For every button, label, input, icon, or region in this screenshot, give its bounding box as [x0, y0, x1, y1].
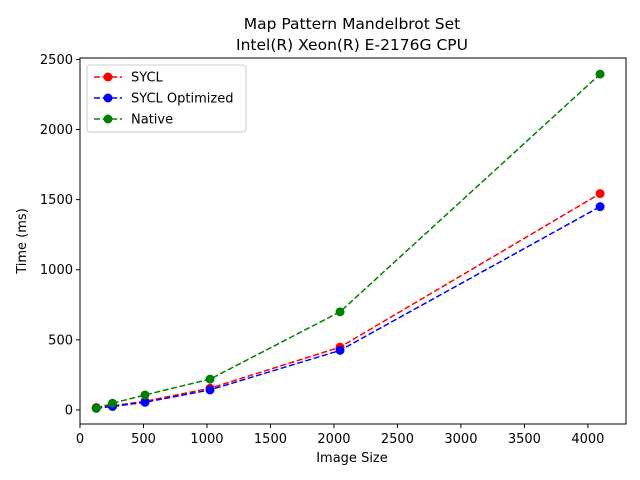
legend: SYCL SYCL Optimized Native [86, 64, 247, 133]
legend-item-sycl-optimized: SYCL Optimized [94, 92, 233, 107]
legend-marker-sycl [103, 72, 113, 82]
y-tick-label-2: 1000 [40, 263, 73, 278]
x-tick-label-0: 0 [76, 432, 84, 447]
legend-label-sycl-optimized: SYCL Optimized [131, 92, 233, 107]
series-line-sycl [96, 192, 601, 409]
plot-area [91, 69, 605, 413]
point-native-3 [205, 374, 215, 384]
point-sycl-5 [595, 189, 605, 199]
legend-box [86, 64, 247, 133]
x-tick-label-8: 4000 [571, 432, 604, 447]
series-line-sycl-optimized [96, 205, 601, 410]
legend-item-sycl: SYCL [94, 71, 164, 86]
plot-frame [79, 57, 627, 425]
chart-title: Map Pattern Mandelbrot Set [244, 15, 461, 33]
series-sycl-optimized [91, 202, 605, 413]
x-tick-label-1: 500 [131, 432, 156, 447]
point-native-2 [140, 390, 150, 400]
point-native-1 [108, 398, 118, 408]
point-native-0 [91, 403, 101, 413]
x-tick-label-5: 2500 [381, 432, 414, 447]
x-tick-label-7: 3500 [508, 432, 541, 447]
point-sycl-optimized-3 [205, 385, 215, 395]
y-axis: 0 500 1000 1500 2000 2500 [40, 53, 80, 418]
y-axis-label: Time (ms) [15, 208, 30, 275]
point-sycl-optimized-5 [595, 202, 605, 212]
legend-marker-native [103, 114, 113, 124]
chart-subtitle: Intel(R) Xeon(R) E-2176G CPU [236, 36, 468, 54]
point-sycl-optimized-4 [335, 345, 345, 355]
point-native-5 [595, 69, 605, 79]
y-tick-label-1: 500 [48, 333, 73, 348]
legend-label-sycl: SYCL [131, 71, 164, 86]
point-native-4 [335, 307, 345, 317]
series-sycl [91, 189, 605, 412]
y-tick-label-0: 0 [65, 403, 73, 418]
x-axis: 0 500 1000 1500 2000 2500 3000 3500 4000 [76, 424, 604, 447]
x-axis-label: Image Size [316, 451, 388, 466]
legend-label-native: Native [131, 113, 173, 128]
x-tick-label-2: 1000 [190, 432, 223, 447]
series-native [91, 69, 605, 413]
x-tick-label-6: 3000 [444, 432, 477, 447]
legend-item-native: Native [94, 113, 173, 128]
legend-marker-sycl-optimized [103, 93, 113, 103]
point-sycl-optimized-2 [140, 397, 150, 407]
y-tick-label-4: 2000 [40, 123, 73, 138]
y-tick-label-3: 1500 [40, 193, 73, 208]
y-tick-label-5: 2500 [40, 53, 73, 68]
x-tick-label-4: 2000 [317, 432, 350, 447]
x-tick-label-3: 1500 [254, 432, 287, 447]
